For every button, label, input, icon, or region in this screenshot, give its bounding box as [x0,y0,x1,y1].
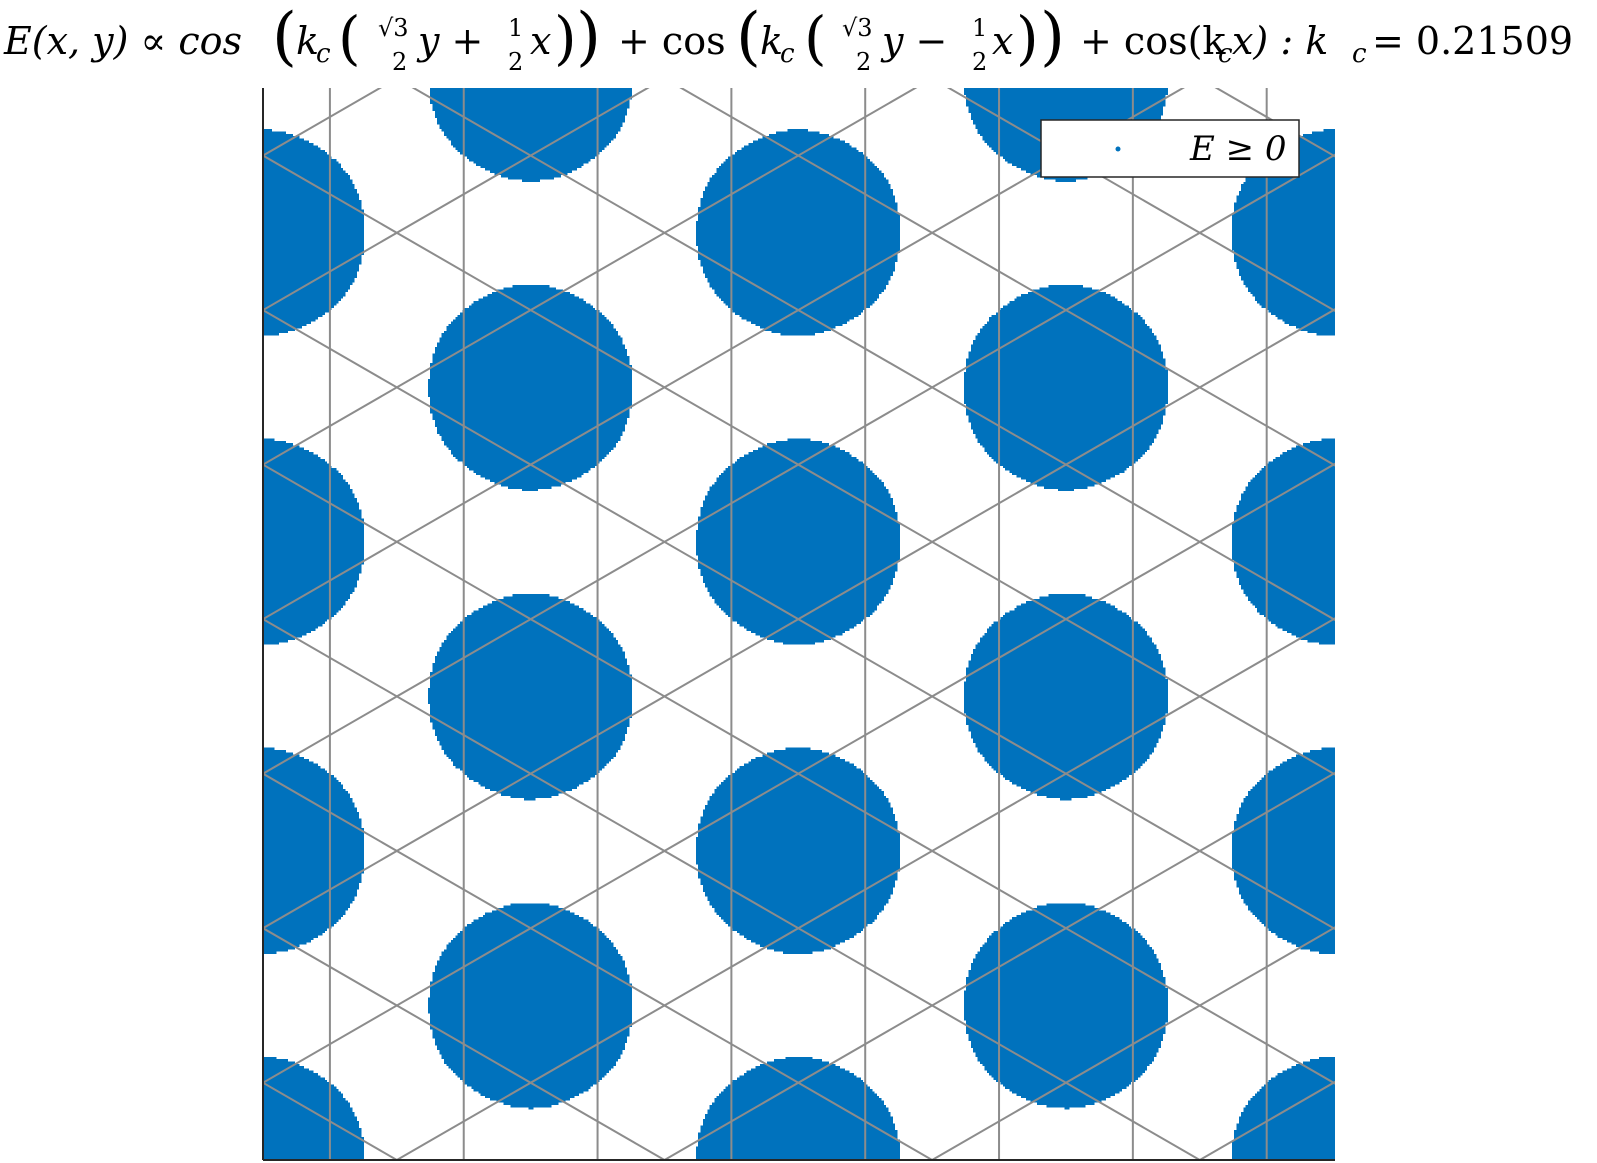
title-frac1-den: 2 [392,48,407,76]
title-paren-open-4: ( [804,4,827,72]
title-frac3-den: 2 [856,48,871,76]
svg-text:E(x, y) ∝ cos: E(x, y) ∝ cos [3,19,242,63]
title-part-2b-sub: c [780,39,795,69]
title-frac2-den: 2 [508,48,523,76]
title-paren-open-2: ( [338,4,361,72]
title-part-5: y + [416,19,483,63]
title-paren-open-1: ( [272,0,297,74]
title-paren-open-3: ( [736,0,761,74]
title-frac4-den: 2 [972,48,987,76]
title-part-9: + cos [618,19,726,63]
title-part-2: k [296,19,319,63]
title-paren-close-2: ) [576,0,601,74]
region-e-nonnegative [263,88,1335,1160]
legend-marker [1115,146,1121,152]
title-part-12: x) : k [1232,19,1328,63]
title-frac4-num: 1 [972,14,987,42]
title-part-11-sub: c [1218,39,1233,69]
legend: E ≥ 0 [1040,119,1300,178]
chart-title: E(x, y) ∝ cos ( k c ( √3 2 y + 1 2 x ) )… [3,0,1573,76]
title-frac2-num: 1 [508,14,523,42]
title-paren-close-1: ) [554,4,577,72]
title-part-11: + cos(k [1080,19,1226,63]
title-paren-close-4: ) [1040,0,1065,74]
title-part-12-sub: c [1352,39,1367,69]
title-part-10: y − [880,19,947,63]
region-layer [263,88,1335,1160]
title-part-1: E(x, y) ∝ cos [3,19,242,63]
title-part-13: = 0.21509 [1372,19,1573,63]
title-part-2b: k [760,19,783,63]
title-part-2-sub: c [316,39,331,69]
title-part-8b: x [992,19,1013,63]
title-frac3-num: √3 [842,14,873,42]
title-paren-close-3: ) [1016,4,1039,72]
title-frac1-num: √3 [378,14,409,42]
legend-box [1040,119,1300,178]
legend-label: E ≥ 0 [1189,129,1287,169]
title-part-8: x [530,19,551,63]
